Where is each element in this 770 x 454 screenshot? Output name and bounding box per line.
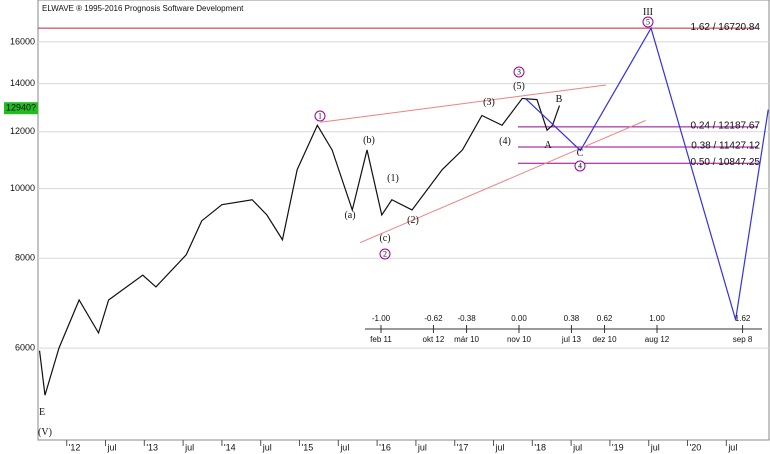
wave-label: (V) — [38, 427, 52, 438]
x-tick-label: jul — [339, 442, 349, 452]
level-label: 0.50 / 10847.25 — [690, 157, 760, 168]
ratio-date: már 10 — [454, 335, 479, 344]
wave-label: 3 — [517, 67, 521, 76]
y-tick-label: 8000 — [15, 253, 35, 263]
price-line — [38, 97, 561, 396]
wave-label: (3) — [483, 97, 495, 108]
level-label: 0.24 / 12187.67 — [690, 121, 760, 132]
wave-label: (5) — [513, 81, 525, 92]
wave-label: 1 — [318, 111, 322, 120]
wave-circle — [642, 16, 654, 28]
wave-label: (a) — [344, 210, 355, 221]
wave-circle — [574, 160, 586, 172]
x-tick-label: jul — [572, 442, 582, 452]
x-tick-label: jul — [650, 442, 660, 452]
y-tick-label: 6000 — [15, 342, 35, 352]
wave-label: (4) — [499, 136, 511, 147]
wave-label: 2 — [383, 249, 387, 258]
x-tick-label: '17 — [457, 442, 469, 452]
last-price-label: 12940? — [6, 103, 36, 113]
ratio-label: -0.38 — [457, 314, 476, 323]
x-tick-label: jul — [417, 442, 427, 452]
wave-label: A — [544, 140, 552, 151]
ratio-label: 1.62 — [735, 314, 751, 323]
plot-frame — [37, 0, 770, 441]
ratio-date: jul 13 — [561, 335, 582, 344]
wave-label: (b) — [363, 135, 375, 146]
x-tick-label: jul — [184, 442, 194, 452]
channel-line — [359, 120, 646, 244]
wave-circle — [379, 248, 391, 260]
wave-label: C — [577, 148, 584, 159]
x-tick-label: '18 — [534, 442, 546, 452]
wave-circle — [513, 66, 525, 78]
x-tick-label: '14 — [224, 442, 236, 452]
wave-label: (c) — [379, 233, 390, 244]
wave-label: (1) — [387, 173, 399, 184]
ratio-date: nov 10 — [507, 335, 532, 344]
ratio-label: -1.00 — [372, 314, 391, 323]
x-tick-label: '19 — [612, 442, 624, 452]
wave-label: (2) — [407, 215, 419, 226]
last-price-box — [4, 102, 38, 115]
wave-label: B — [556, 94, 563, 105]
x-tick-label: '16 — [379, 442, 391, 452]
wave-label: III — [643, 7, 653, 18]
level-label: 1.62 / 16720.84 — [690, 22, 760, 33]
x-tick-label: jul — [262, 442, 272, 452]
wave-label: 4 — [578, 161, 582, 170]
channel-line — [320, 84, 607, 123]
wave-label: E — [39, 407, 45, 418]
ratio-label: 0.00 — [511, 314, 527, 323]
ratio-date: sep 8 — [733, 335, 753, 344]
x-tick-label: '13 — [146, 442, 158, 452]
level-label: 0.38 / 11427.12 — [691, 141, 760, 152]
ratio-date: dez 10 — [593, 335, 618, 344]
wave-circle — [314, 110, 326, 122]
x-tick-label: '12 — [69, 442, 81, 452]
x-tick-label: jul — [107, 442, 117, 452]
ratio-label: -0.62 — [424, 314, 443, 323]
x-tick-label: jul — [495, 442, 505, 452]
chart-title: ELWAVE ® 1995-2016 Prognosis Software De… — [42, 4, 244, 13]
projection-line — [524, 26, 769, 320]
x-tick-label: jul — [727, 442, 737, 452]
ratio-label: 1.00 — [649, 314, 665, 323]
x-tick-label: '15 — [302, 442, 314, 452]
ratio-date: aug 12 — [645, 335, 670, 344]
ratio-label: 0.38 — [564, 314, 580, 323]
y-tick-label: 16000 — [10, 36, 35, 46]
ratio-date: feb 11 — [370, 335, 392, 344]
wave-label: 5 — [646, 17, 650, 26]
y-tick-label: 10000 — [10, 183, 35, 193]
ratio-label: 0.62 — [597, 314, 613, 323]
y-tick-label: 14000 — [10, 78, 35, 88]
x-tick-label: '20 — [690, 442, 702, 452]
ratio-date: okt 12 — [423, 335, 445, 344]
y-tick-label: 12000 — [10, 126, 35, 136]
